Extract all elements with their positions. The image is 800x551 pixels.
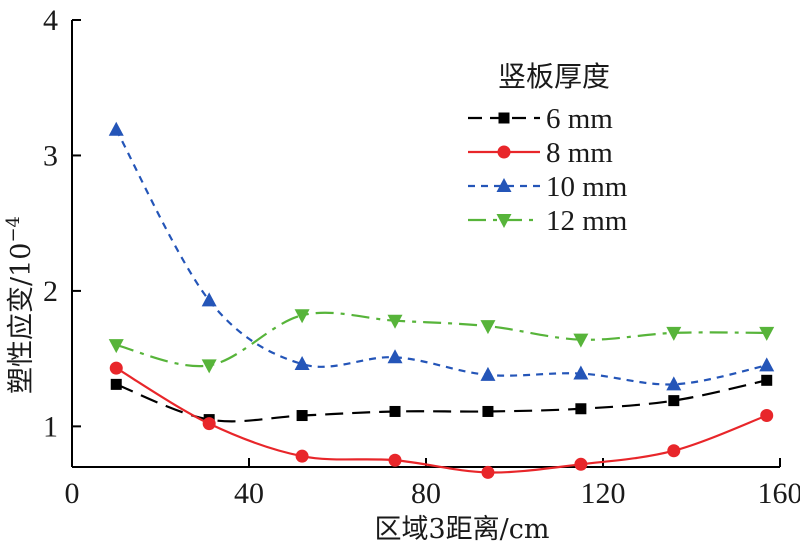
data-point-8-mm [760, 409, 774, 423]
y-tick-label: 4 [43, 4, 58, 37]
data-point-6-mm [110, 378, 122, 390]
x-tick-label: 80 [411, 477, 441, 510]
legend-label: 6 mm [546, 103, 613, 135]
series-layer [108, 121, 775, 479]
data-point-12-mm [108, 339, 124, 354]
y-tick-label: 2 [43, 275, 58, 308]
data-point-10-mm [573, 365, 589, 380]
data-point-8-mm [295, 449, 309, 463]
data-point-6-mm [482, 405, 494, 417]
legend-entry-10-mm: 10 mm [468, 171, 628, 203]
x-axis-label: 区域3距离/cm [375, 514, 550, 545]
x-tick-label: 0 [65, 477, 80, 510]
y-tick-label: 3 [43, 139, 58, 172]
series-12-mm [108, 309, 775, 374]
data-point-12-mm [387, 314, 403, 329]
legend-swatch-marker [496, 214, 512, 228]
y-axis-label-main: 塑性应变/10 [6, 243, 37, 394]
series-line-10-mm [115, 129, 767, 386]
data-point-8-mm [574, 457, 588, 471]
data-point-8-mm [481, 465, 495, 479]
data-point-12-mm [759, 326, 775, 341]
data-point-10-mm [294, 356, 310, 371]
legend-entry-6-mm: 6 mm [468, 103, 613, 135]
x-tick-label: 40 [234, 477, 264, 510]
data-point-10-mm [387, 349, 403, 364]
data-point-10-mm [480, 366, 496, 381]
legend-entry-8-mm: 8 mm [468, 137, 613, 169]
series-line-6-mm [115, 379, 767, 423]
data-point-12-mm [480, 320, 496, 335]
y-axis-label: 塑性应变/10−4 [3, 216, 37, 394]
data-point-8-mm [202, 417, 216, 431]
data-point-6-mm [389, 405, 401, 417]
svg-text:塑性应变/10−4: 塑性应变/10−4 [3, 216, 37, 394]
data-point-6-mm [296, 410, 308, 422]
data-point-8-mm [388, 453, 402, 467]
series-10-mm [108, 121, 775, 391]
y-tick-label: 1 [43, 410, 58, 443]
legend-entry-12-mm: 12 mm [468, 205, 628, 237]
legend-label: 8 mm [546, 137, 613, 169]
x-ticks: 0 40 80 120 160 [65, 458, 800, 510]
data-point-10-mm [759, 357, 775, 372]
legend-label: 10 mm [546, 171, 628, 203]
data-point-8-mm [109, 361, 123, 375]
data-point-10-mm [666, 376, 682, 391]
legend-swatch-marker [496, 178, 512, 192]
data-point-12-mm [666, 326, 682, 341]
data-point-8-mm [667, 444, 681, 458]
series-line-12-mm [116, 311, 767, 368]
legend-label: 12 mm [546, 205, 628, 237]
y-ticks: 1 2 3 4 [43, 4, 81, 443]
data-point-10-mm [201, 292, 217, 307]
legend-swatch-marker [498, 112, 510, 124]
data-point-12-mm [294, 309, 310, 324]
data-point-12-mm [201, 359, 217, 374]
legend-title: 竖板厚度 [498, 60, 610, 93]
data-point-6-mm [761, 374, 773, 386]
data-point-6-mm [575, 403, 587, 415]
data-point-12-mm [573, 333, 589, 348]
x-tick-label: 160 [758, 477, 800, 510]
series-8-mm [109, 361, 774, 479]
data-point-10-mm [108, 121, 124, 136]
x-tick-label: 120 [581, 477, 626, 510]
data-point-6-mm [668, 395, 680, 407]
y-axis-label-exponent: −4 [3, 216, 24, 243]
legend-swatch-marker [497, 145, 511, 159]
